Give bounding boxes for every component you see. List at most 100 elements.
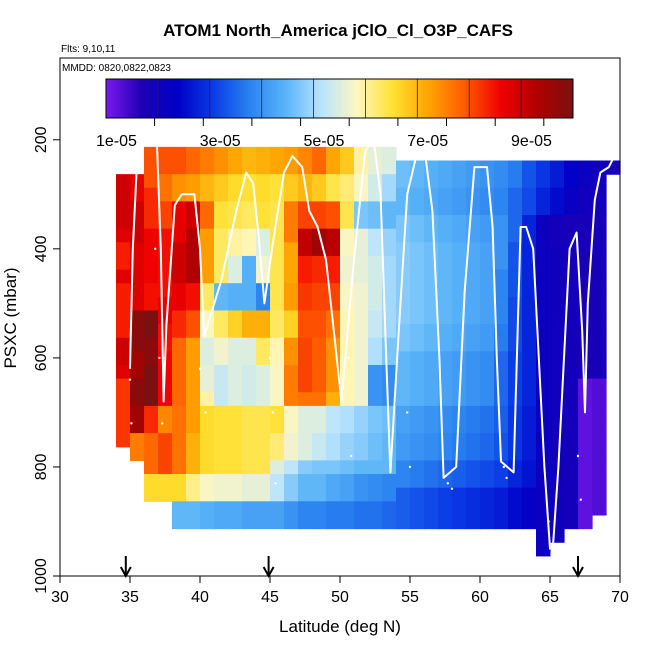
heatmap-cell (200, 433, 215, 448)
heatmap-cell (494, 433, 509, 448)
heatmap-cell (424, 419, 439, 434)
heatmap-cell (452, 487, 467, 502)
heatmap-cell (116, 228, 131, 243)
heatmap-cell (270, 474, 285, 489)
heatmap-cell (214, 446, 229, 461)
heatmap-cell (158, 433, 173, 448)
heatmap-cell (298, 364, 313, 380)
heatmap-cell (172, 242, 187, 257)
heatmap-cell (354, 392, 369, 407)
heatmap-cell (242, 405, 257, 421)
heatmap-cell (466, 160, 481, 175)
heatmap-cell (368, 405, 383, 421)
heatmap-cell (242, 187, 257, 202)
heatmap-cell (172, 337, 187, 352)
heatmap-cell (270, 146, 285, 162)
heatmap-cell (326, 146, 341, 162)
heatmap-cell (144, 433, 159, 448)
heatmap-cell (312, 160, 327, 175)
heatmap-cell (144, 351, 159, 366)
heatmap-cell (550, 433, 565, 448)
heatmap-cell (270, 269, 285, 284)
heatmap-cell (452, 201, 467, 216)
heatmap-cell (452, 351, 467, 366)
heatmap-cell (592, 501, 607, 516)
heatmap-cell (480, 337, 495, 352)
heatmap-cell (326, 419, 341, 434)
heatmap-cell (396, 446, 411, 461)
heatmap-cell (354, 283, 369, 298)
flight-track-dot (204, 411, 207, 414)
heatmap-cell (214, 474, 229, 489)
heatmap-cell (298, 324, 313, 339)
heatmap-cell (144, 187, 159, 202)
heatmap-cell (354, 310, 369, 325)
heatmap-cell (494, 283, 509, 298)
heatmap-cell (536, 242, 551, 257)
heatmap-cell (242, 283, 257, 298)
heatmap-cell (354, 269, 369, 284)
heatmap-cell (466, 187, 481, 202)
heatmap-cell (298, 296, 313, 312)
x-tick-label: 35 (121, 589, 139, 606)
heatmap-cell (368, 392, 383, 407)
heatmap-cell (326, 446, 341, 461)
heatmap-cell (326, 474, 341, 489)
heatmap-cell (256, 487, 271, 502)
heatmap-cell (396, 487, 411, 502)
heatmap-cell (242, 378, 257, 393)
colorbar-tick-label: 5e-05 (303, 133, 344, 150)
heatmap-cell (354, 337, 369, 352)
heatmap-cell (186, 405, 201, 421)
heatmap-cell (550, 201, 565, 216)
heatmap-cell (200, 255, 215, 271)
heatmap-cell (438, 514, 453, 530)
heatmap-cell (158, 174, 173, 189)
heatmap-cell (214, 487, 229, 502)
heatmap-cell (186, 419, 201, 434)
heatmap-cell (536, 337, 551, 352)
heatmap-cell (592, 378, 607, 393)
flight-arrows (119, 556, 584, 579)
heatmap-cell (368, 201, 383, 216)
heatmap-cell (550, 255, 565, 271)
heatmap-cell (522, 378, 537, 393)
heatmap-cell (228, 269, 243, 284)
x-tick-label: 65 (541, 589, 559, 606)
heatmap-cell (466, 283, 481, 298)
heatmap-cell (116, 283, 131, 298)
heatmap-cell (200, 460, 215, 475)
heatmap-cell (172, 269, 187, 284)
heatmap-cell (368, 283, 383, 298)
heatmap-cell (214, 146, 229, 162)
heatmap-cell (522, 201, 537, 216)
heatmap-cell (508, 446, 523, 461)
heatmap-cell (312, 310, 327, 325)
heatmap-cell (550, 310, 565, 325)
heatmap-cell (368, 242, 383, 257)
heatmap-cell (508, 215, 523, 230)
heatmap-cell (564, 337, 579, 352)
heatmap-cell (396, 433, 411, 448)
heatmap-cell (550, 378, 565, 393)
flight-track-dot (198, 367, 202, 370)
heatmap-cell (130, 419, 145, 434)
heatmap-cell (312, 201, 327, 216)
heatmap-cell (256, 474, 271, 489)
heatmap-cell (116, 255, 131, 271)
heatmap-cell (410, 255, 425, 271)
heatmap-cell (536, 283, 551, 298)
heatmap-cell (536, 364, 551, 380)
heatmap-cell (564, 201, 579, 216)
heatmap-cell (270, 378, 285, 393)
flight-track-dot (350, 454, 353, 458)
heatmap-cell (564, 460, 579, 475)
heatmap-cell (354, 501, 369, 516)
heatmap-cell (354, 242, 369, 257)
heatmap-cell (480, 501, 495, 516)
heatmap-cell (522, 160, 537, 175)
heatmap-cell (242, 201, 257, 216)
heatmap-cell (200, 174, 215, 189)
heatmap-cell (214, 419, 229, 434)
heatmap-cell (228, 324, 243, 339)
